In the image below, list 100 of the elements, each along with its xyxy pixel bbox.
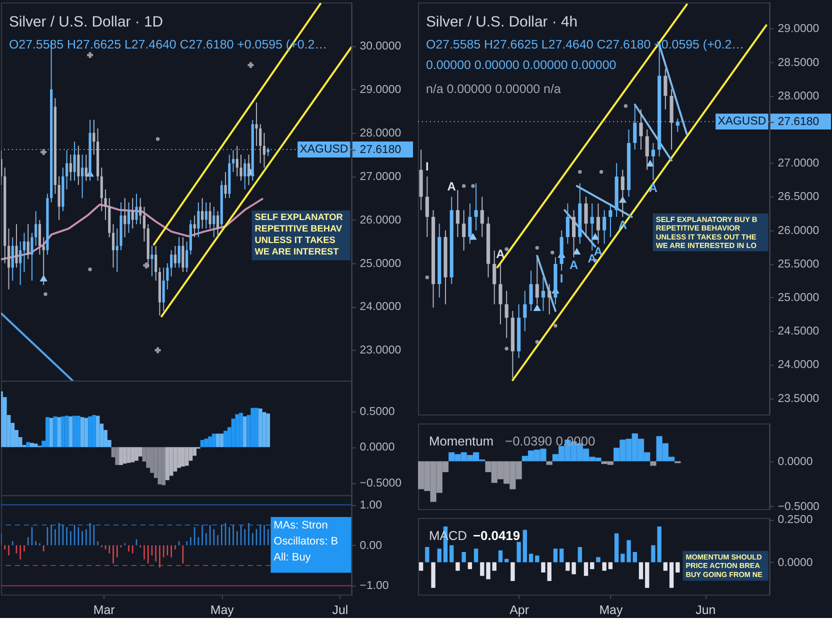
candlestick [135,193,138,225]
candlestick [590,202,594,251]
candlestick [11,236,14,282]
bar [166,447,170,480]
bar [516,542,521,562]
candlestick [247,154,250,186]
ref-line-label: XAGUSD [718,116,766,128]
point [504,346,508,350]
candlestick [204,202,208,230]
text: Silver / U.S. Dollar · 4h [426,13,578,30]
y-tick-label: 26.0000 [778,224,820,237]
y-tick-label: 28.0000 [360,127,402,140]
y-tick-label: −1.00 [360,580,389,592]
candlestick [498,263,502,325]
candlestick [474,182,478,231]
bar [663,562,668,571]
candlestick [456,190,460,238]
annotation: n/a 0.00000 0.00000 n/a [426,82,561,96]
candlestick [182,236,184,272]
annotation: I [560,272,564,286]
bar [546,461,552,465]
candlestick [523,290,527,332]
candlestick [69,154,72,182]
candlestick [124,198,126,238]
candlestick [645,129,649,170]
candlestick [608,202,612,238]
candlestick [112,224,115,268]
candlestick [174,245,176,268]
annotation: SELF EXPLANATOR REPETITIVE BEHAV UNLESS IT TAKES WE ARE INTEREST [254,212,344,256]
y-tick-label: 25.0000 [360,258,402,270]
candlestick [240,154,242,182]
bar [486,562,490,580]
candlestick [104,188,107,220]
bar [553,548,558,562]
candlestick [236,145,238,177]
bar [96,416,100,448]
bar [220,434,224,448]
bar [590,562,594,570]
candlestick [620,169,624,218]
candlestick [7,228,10,290]
bar [235,414,240,448]
bar [262,412,266,448]
bar [669,562,674,588]
bar [676,562,680,572]
candlestick [548,284,552,315]
y-tick-label: −0.5000 [778,500,820,513]
annotation: 0.00000 0.00000 0.00000 0.00000 [426,58,616,72]
point [535,340,539,344]
candlestick [26,224,30,260]
candlestick [224,172,227,199]
candlestick [154,245,158,282]
point [624,104,628,108]
bar [92,414,96,448]
bar [504,558,509,562]
bar [456,562,460,571]
point [156,137,160,141]
bar [115,447,120,466]
candlestick [15,224,18,268]
bar [60,416,65,448]
point [550,250,554,254]
y-tick-label: 23.5000 [778,392,820,405]
candlestick [170,250,173,277]
y-tick-label: 27.6180 [778,116,820,128]
candlestick [651,142,656,180]
bar [254,408,258,448]
y-tick-label: 26.0000 [360,214,402,226]
y-tick-label: 27.0000 [778,158,820,170]
candlestick [535,256,539,305]
bar [522,530,527,562]
candlestick [166,262,169,290]
candlestick [541,276,546,312]
bar [425,546,430,562]
candlestick [186,241,188,272]
bar [162,447,166,486]
bar [204,438,208,448]
candlestick [572,210,576,258]
bar [596,557,600,562]
y-tick-label: 24.0000 [360,301,402,314]
candlestick [584,196,588,238]
y-tick-label: 28.0000 [778,90,820,102]
candlestick [178,236,180,268]
point [44,292,48,296]
annotation: MAs: Stron Oscillators: B All: Buy [274,519,338,564]
bar [559,548,564,562]
candlestick [139,198,142,225]
bar [72,416,76,448]
candlestick [100,167,103,212]
bar [169,447,174,476]
bar [541,562,546,572]
candlestick [602,210,606,244]
point [578,170,582,174]
x-tick-label: Jun [696,603,716,618]
y-tick-label: 0.5000 [360,406,395,418]
candlestick [142,206,146,242]
bar [76,416,80,448]
point [533,304,541,311]
candlestick [462,210,466,251]
y-tick-label: 0.0000 [778,556,813,569]
x-tick-label: May [210,603,235,618]
candlestick [30,232,34,282]
